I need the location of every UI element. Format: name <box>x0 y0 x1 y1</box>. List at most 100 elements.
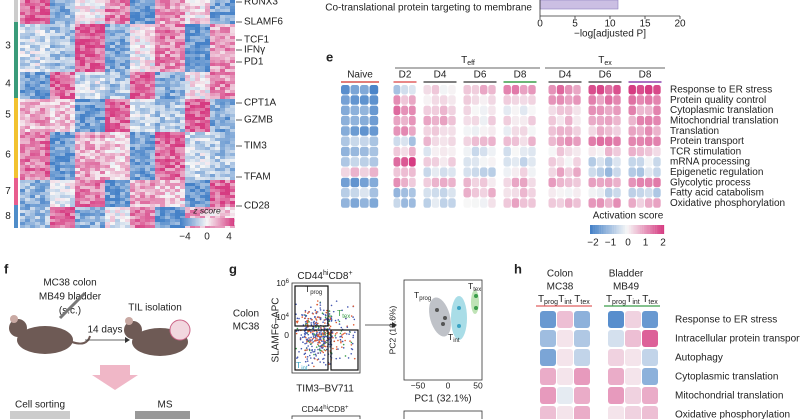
cell <box>110 138 115 141</box>
cell <box>155 45 160 48</box>
cell <box>160 3 165 6</box>
cell <box>185 177 190 180</box>
cell <box>160 48 165 51</box>
cell <box>596 105 605 116</box>
cell <box>200 105 205 108</box>
cell <box>90 108 95 111</box>
cell <box>200 75 205 78</box>
cell <box>75 159 80 162</box>
cell <box>155 225 160 228</box>
dot <box>295 330 298 332</box>
cell <box>130 63 135 66</box>
cell <box>135 84 140 87</box>
cell <box>503 157 511 167</box>
cell <box>100 3 105 6</box>
cell <box>150 159 155 162</box>
cell <box>220 225 225 228</box>
cell <box>105 9 110 12</box>
cell <box>369 85 379 95</box>
cell <box>80 30 85 33</box>
cell <box>190 138 195 141</box>
cell <box>115 120 120 123</box>
cell <box>180 57 185 60</box>
cell <box>115 12 120 15</box>
cell <box>20 183 25 186</box>
cell <box>215 132 220 135</box>
cell <box>180 156 185 159</box>
cell <box>50 66 55 69</box>
cell <box>180 39 185 42</box>
cell <box>135 81 140 84</box>
cell <box>135 141 140 144</box>
cell <box>200 57 205 60</box>
cell <box>115 99 120 102</box>
cell <box>70 93 75 96</box>
cell <box>210 66 215 69</box>
cell <box>350 85 360 95</box>
dot <box>323 309 325 312</box>
cell <box>60 138 65 141</box>
cell <box>205 87 210 90</box>
cell <box>25 30 30 33</box>
cell <box>210 69 215 72</box>
cell <box>65 33 70 36</box>
dot <box>302 341 304 344</box>
cell <box>65 96 70 99</box>
cell <box>45 93 50 96</box>
cell <box>75 186 80 189</box>
cell <box>215 141 220 144</box>
cell <box>200 150 205 153</box>
cell <box>642 387 658 404</box>
cell <box>55 45 60 48</box>
cell <box>150 78 155 81</box>
cell <box>215 96 220 99</box>
cell <box>145 81 150 84</box>
cell <box>185 75 190 78</box>
cell <box>45 24 50 27</box>
cell <box>220 9 225 12</box>
cell <box>565 85 573 95</box>
cell <box>135 192 140 195</box>
cell <box>120 174 125 177</box>
cell <box>115 150 120 153</box>
cell <box>195 120 200 123</box>
cell <box>480 188 488 198</box>
cell <box>190 192 195 195</box>
cell <box>140 219 145 222</box>
cell <box>175 189 180 192</box>
cell <box>35 183 40 186</box>
cell <box>160 108 165 111</box>
dot <box>323 354 326 356</box>
cell <box>645 136 653 146</box>
cell <box>120 33 125 36</box>
colorbar: −4 0 4 <box>179 218 235 243</box>
dot <box>307 312 309 314</box>
dot <box>320 327 322 329</box>
dot <box>307 333 310 336</box>
cell <box>30 174 35 177</box>
cell <box>215 111 220 114</box>
cell <box>225 186 230 189</box>
cell <box>90 141 95 144</box>
cell <box>60 30 65 33</box>
cell <box>45 183 50 186</box>
cell <box>55 105 60 108</box>
cell <box>653 95 661 105</box>
cell <box>70 186 75 189</box>
cell <box>205 33 210 36</box>
cell <box>160 219 165 222</box>
cell <box>393 167 401 177</box>
cell <box>195 201 200 204</box>
cell <box>205 183 210 186</box>
cell <box>155 21 160 24</box>
cell <box>215 126 220 129</box>
t: T <box>461 55 467 66</box>
ellipse <box>429 297 451 337</box>
cell <box>200 99 205 102</box>
cell <box>200 66 205 69</box>
cell <box>20 18 25 21</box>
cell <box>230 60 235 63</box>
cell <box>369 95 379 105</box>
cell <box>65 30 70 33</box>
